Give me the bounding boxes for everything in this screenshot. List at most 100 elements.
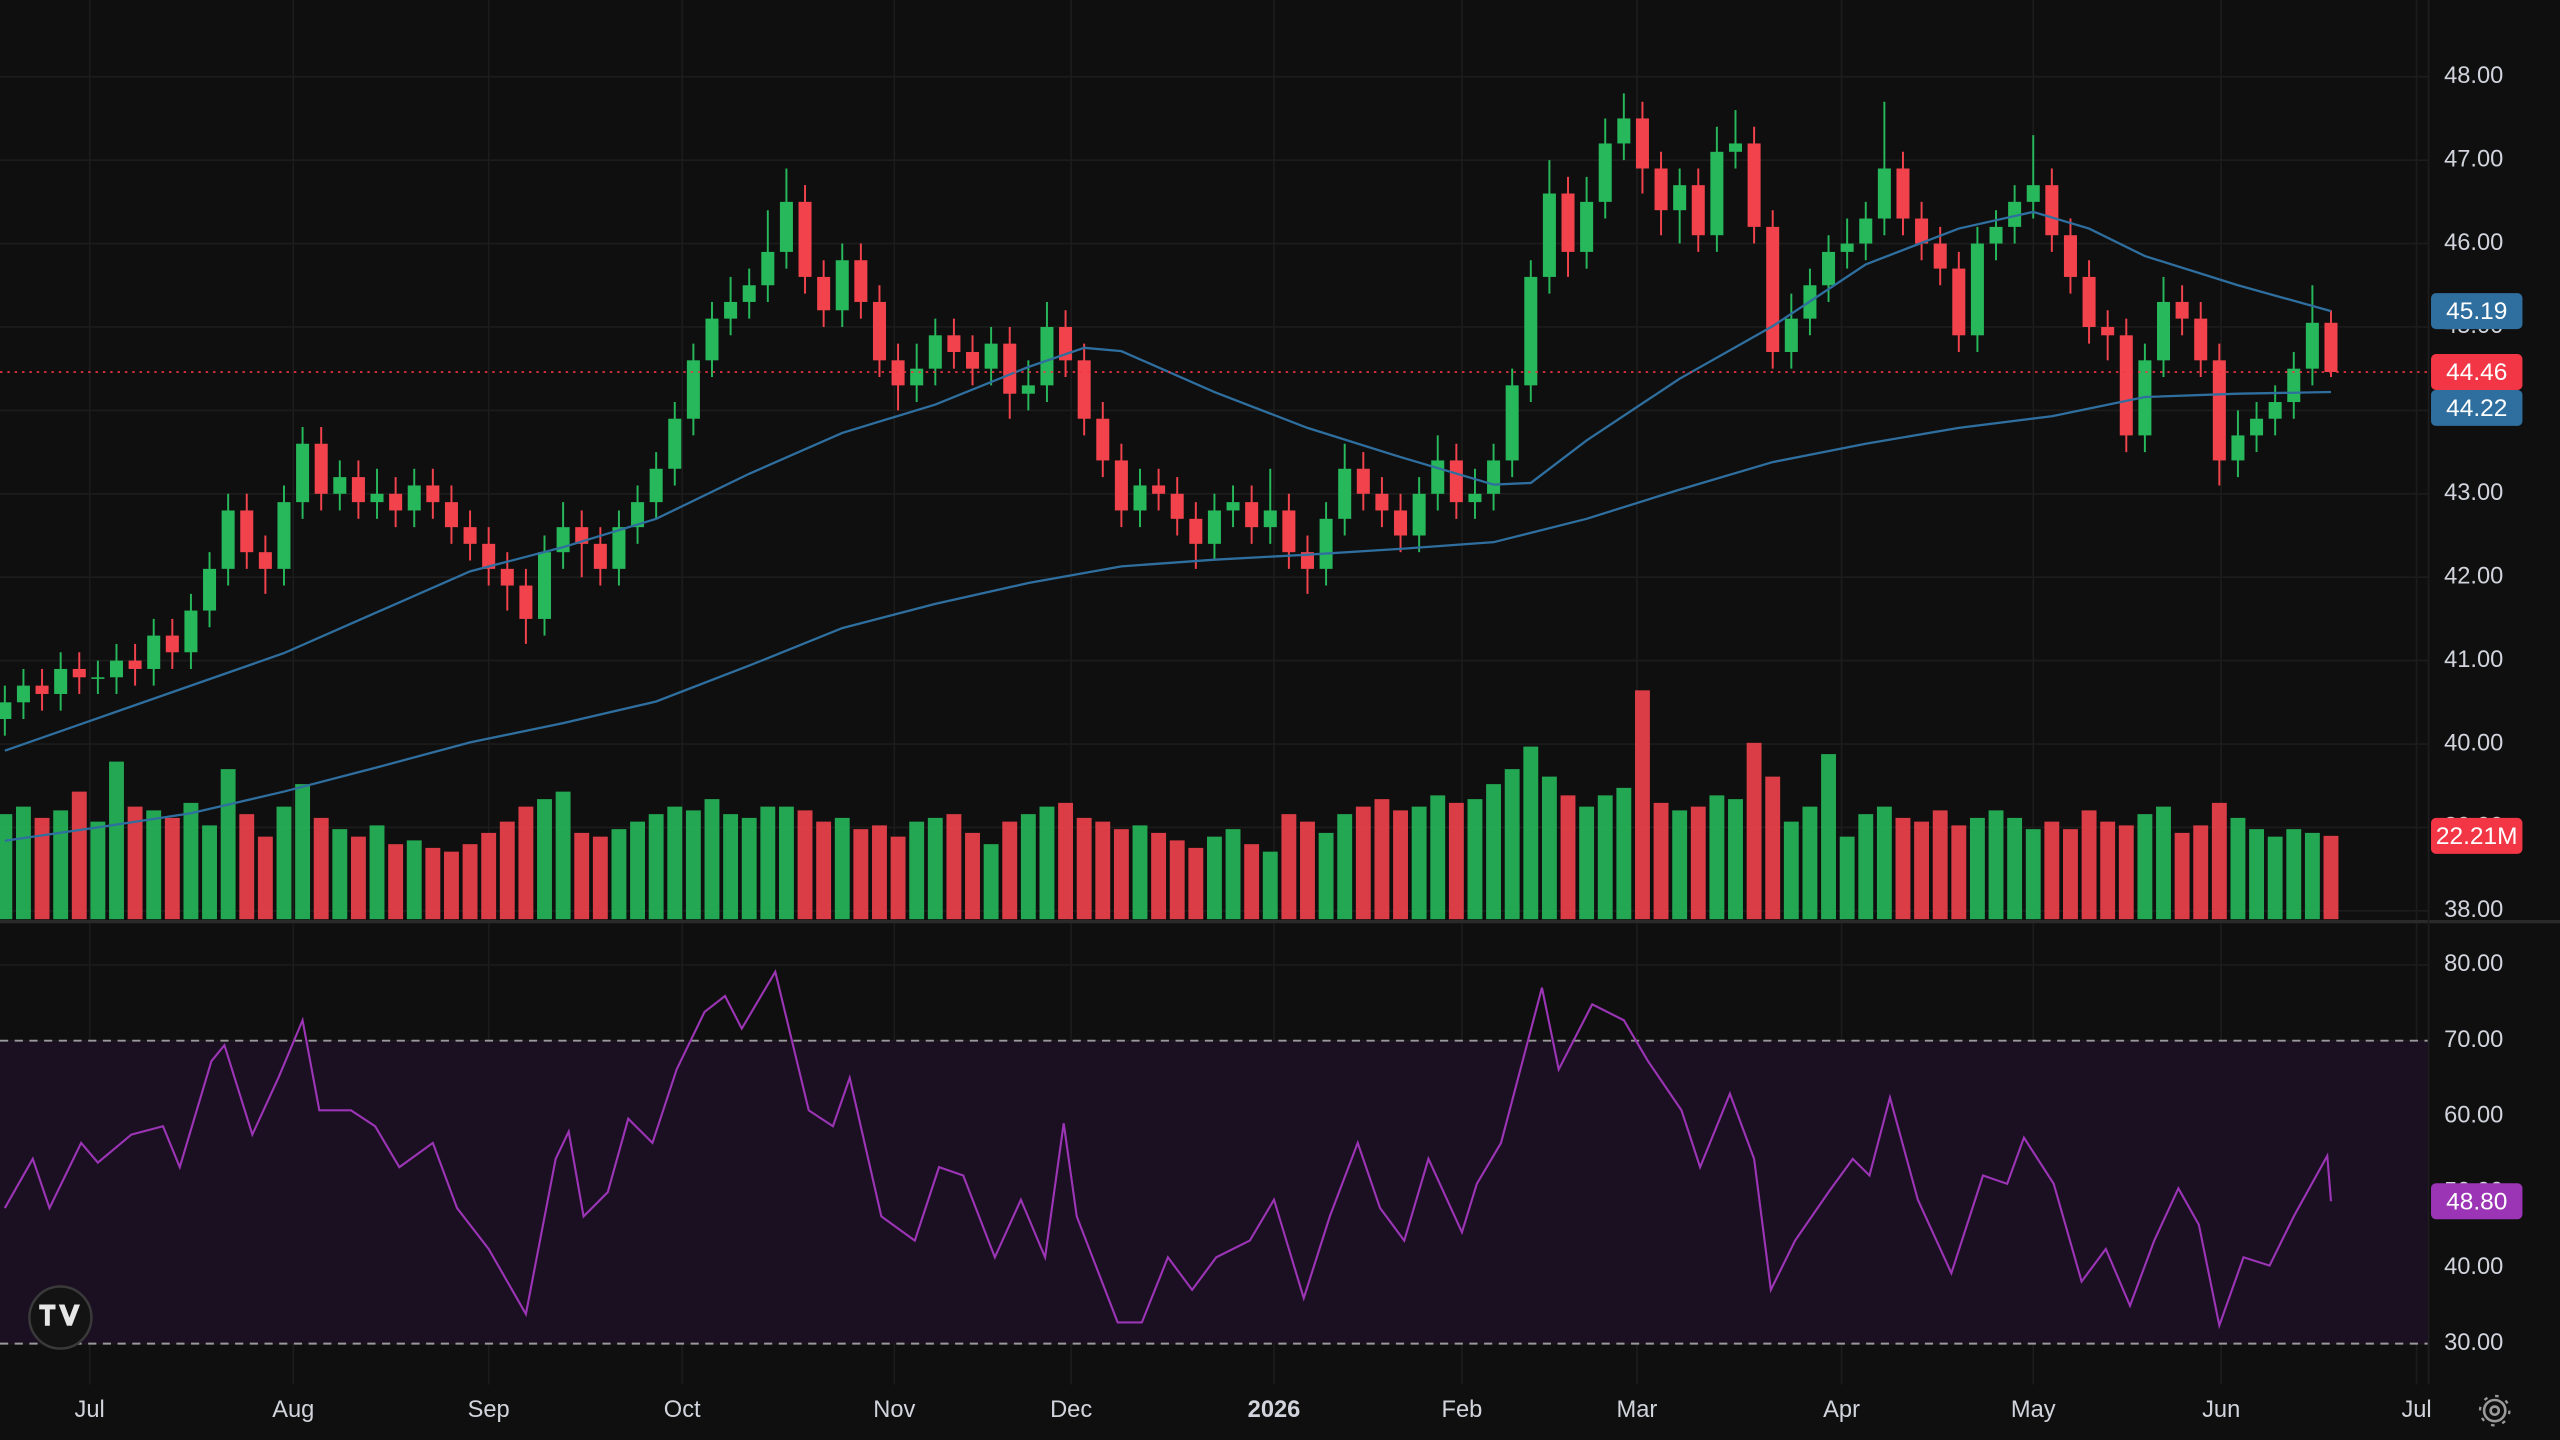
volume-bar: [704, 799, 720, 920]
volume-bar: [1839, 836, 1855, 920]
volume-bar: [202, 825, 217, 920]
volume-bar: [890, 836, 906, 920]
candle-body: [761, 251, 775, 286]
volume-bar: [462, 844, 478, 920]
x-tick-label: May: [2011, 1397, 2056, 1423]
candle-body: [705, 318, 719, 361]
candle-body: [1989, 226, 2003, 244]
volume-bar: [2156, 806, 2171, 920]
candle-body: [500, 568, 514, 586]
logo[interactable]: [28, 1285, 93, 1350]
candle-body: [537, 552, 552, 619]
candle-body: [872, 301, 886, 361]
candle-body: [742, 285, 756, 302]
candle-body: [724, 301, 738, 319]
y-tick-label: 41.00: [2444, 647, 2503, 673]
candle-body: [1226, 502, 1240, 511]
candle-body: [426, 485, 440, 503]
volume-bar: [1225, 829, 1241, 920]
candle-body: [240, 510, 254, 553]
volume-bar: [257, 836, 273, 920]
candle-body: [314, 443, 328, 494]
volume-bar: [2137, 814, 2153, 920]
volume-bar: [109, 761, 124, 920]
volume-bar: [1541, 776, 1557, 920]
candle-body: [1394, 510, 1408, 536]
candle-body: [1710, 151, 1724, 236]
candle-body: [389, 493, 403, 511]
tag-box: [2431, 354, 2523, 390]
y-tick-label: 40.00: [2444, 730, 2503, 756]
price-tag: 48.80: [2431, 1183, 2523, 1220]
candle-body: [1300, 552, 1314, 569]
volume-bar: [1467, 799, 1483, 920]
volume-bar: [239, 814, 255, 920]
candle-body: [1449, 460, 1463, 503]
candle-body: [1319, 518, 1333, 569]
candle-body: [817, 276, 831, 311]
x-tick-label: Jun: [2202, 1397, 2240, 1423]
candle-body: [1859, 218, 1873, 244]
candle-body: [1189, 518, 1203, 544]
x-tick-label: Apr: [1823, 1397, 1860, 1423]
volume-bar: [797, 810, 813, 920]
candle-body: [370, 493, 384, 503]
volume-bar: [1969, 817, 1985, 920]
candle-body: [1263, 510, 1277, 528]
candle-body: [947, 335, 961, 352]
tag-box: [2431, 389, 2523, 426]
volume-bar: [1876, 806, 1892, 920]
candle-body: [1970, 243, 1984, 336]
x-tick-label: Jul: [2401, 1397, 2431, 1423]
candle-body: [966, 351, 980, 369]
candle-body: [1487, 460, 1501, 494]
tag-label: 44.46: [2446, 359, 2507, 386]
candle-body: [1691, 185, 1705, 236]
candle-body: [184, 610, 198, 653]
volume-bar: [1597, 795, 1613, 920]
candle-body: [1542, 193, 1556, 277]
candle-body: [1356, 468, 1370, 494]
candle-body: [72, 668, 86, 678]
volume-bar: [1244, 844, 1260, 920]
candle-body: [2231, 435, 2245, 461]
candle-body: [2194, 318, 2208, 361]
candle-body: [928, 335, 942, 369]
candle-body: [1114, 460, 1128, 511]
candle-body: [668, 418, 682, 469]
candle-body: [482, 543, 496, 569]
volume-bar: [2230, 817, 2246, 920]
volume-bar: [909, 821, 925, 920]
candle-body: [1822, 251, 1836, 286]
candle-body: [686, 360, 700, 419]
price-tag: 44.46: [2431, 354, 2523, 390]
candle-body: [1598, 143, 1612, 202]
volume-bar: [2081, 810, 2097, 920]
volume-bar: [1430, 795, 1446, 920]
volume-bar: [2267, 836, 2283, 920]
x-tick-label: Dec: [1050, 1397, 1092, 1423]
candle-body: [779, 201, 793, 252]
candle-body: [891, 360, 905, 386]
tag-label: 22.21M: [2436, 823, 2518, 850]
y-tick-label: 42.00: [2444, 563, 2503, 589]
candle-body: [2324, 322, 2338, 373]
candle-body: [333, 477, 347, 494]
volume-bar: [2100, 821, 2116, 920]
candle-body: [2268, 402, 2282, 419]
volume-bar: [1523, 746, 1539, 920]
volume-bar: [2044, 821, 2060, 920]
tag-label: 48.80: [2446, 1188, 2507, 1215]
candle-body: [128, 660, 142, 669]
settings-button[interactable]: [2478, 1394, 2511, 1427]
candle-body: [147, 635, 161, 669]
x-tick-label: Mar: [1616, 1397, 1657, 1423]
candle-body: [1952, 268, 1966, 336]
volume-bar: [872, 825, 887, 920]
candle-body: [258, 552, 272, 569]
volume-bar: [276, 806, 292, 920]
volume-bar: [1095, 821, 1111, 920]
candle-body: [910, 368, 924, 386]
volume-bar: [1709, 795, 1725, 920]
tag-box: [2431, 293, 2523, 330]
